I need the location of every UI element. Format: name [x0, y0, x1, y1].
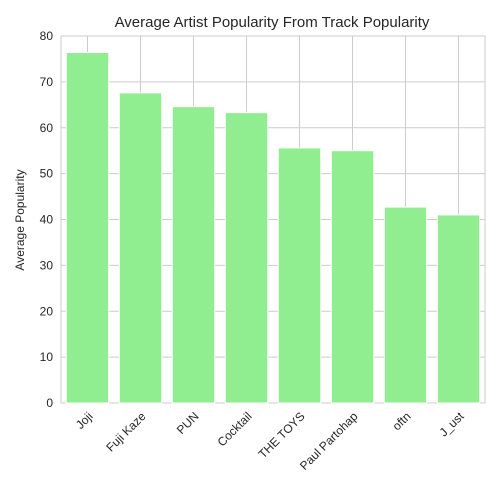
y-axis-label: Average Popularity	[13, 169, 27, 270]
bar	[330, 150, 375, 404]
y-tick-label: 50	[40, 167, 54, 181]
bar	[383, 206, 428, 404]
y-tick-label: 60	[40, 121, 54, 135]
bar	[65, 52, 110, 404]
bar	[171, 106, 216, 404]
x-tick-label: Cocktail	[215, 409, 255, 449]
x-tick-label: J_ust	[436, 409, 467, 440]
x-tick-label: Fuji Kaze	[103, 409, 149, 455]
x-tick-label: oftn	[390, 409, 414, 433]
y-tick-label: 10	[40, 350, 54, 364]
y-tick-label: 0	[46, 396, 53, 410]
bars	[65, 52, 481, 404]
y-tick-label: 30	[40, 258, 54, 272]
bar	[224, 112, 269, 404]
y-tick-label: 40	[40, 213, 54, 227]
x-tick-label: THE TOYS	[256, 409, 308, 461]
bar	[277, 147, 322, 404]
plot-frame	[60, 35, 486, 404]
bar	[118, 92, 163, 404]
x-tick-label: PUN	[174, 409, 202, 437]
y-tick-label: 80	[40, 29, 54, 43]
y-tick-label: 20	[40, 304, 54, 318]
x-tick-label: Joji	[73, 409, 96, 432]
y-tick-label: 70	[40, 75, 54, 89]
y-tick-labels: 0 10 20 30 40 50 60 70 80	[40, 29, 54, 410]
chart-title: Average Artist Popularity From Track Pop…	[115, 14, 430, 31]
bar	[436, 214, 481, 404]
